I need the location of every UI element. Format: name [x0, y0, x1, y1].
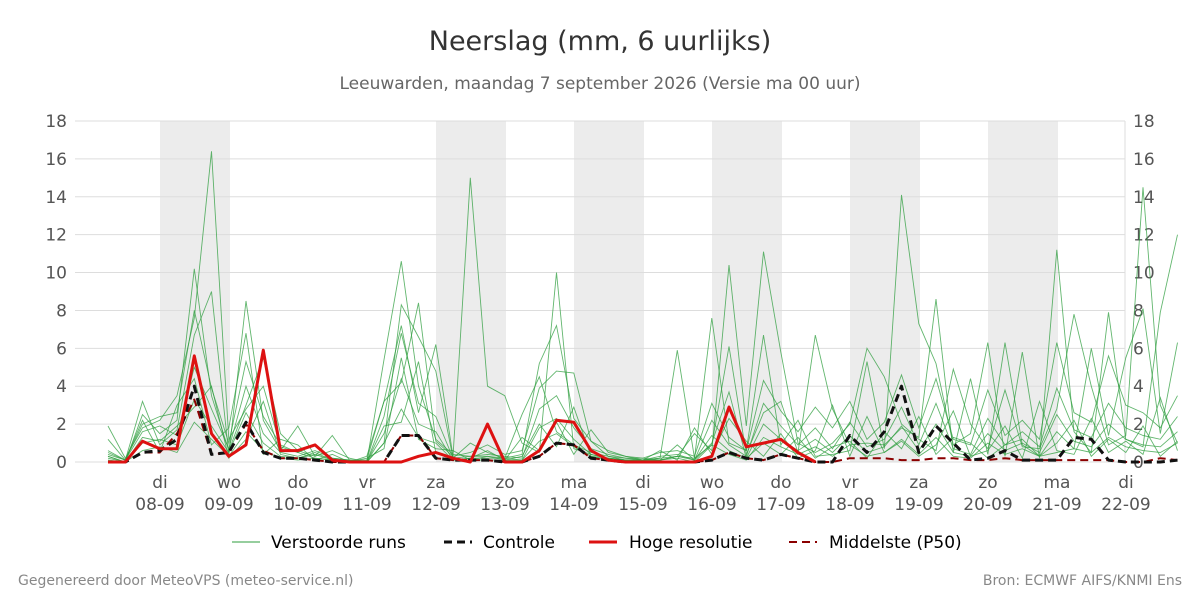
x-tick-date-7: 15-09	[618, 495, 667, 515]
y-tick-left-18: 18	[45, 112, 67, 132]
x-tick-date-5: 13-09	[480, 495, 529, 515]
y-tick-left-14: 14	[45, 188, 67, 208]
shade-band-20-09	[988, 121, 1058, 462]
x-tick-date-0: 08-09	[135, 495, 184, 515]
x-tick-date-13: 21-09	[1032, 495, 1081, 515]
x-tick-day-13: ma	[1044, 473, 1071, 493]
x-tick-date-3: 11-09	[342, 495, 391, 515]
x-tick-date-14: 22-09	[1101, 495, 1150, 515]
x-tick-date-2: 10-09	[273, 495, 322, 515]
weekend-bands	[160, 121, 1058, 462]
x-tick-date-12: 20-09	[963, 495, 1012, 515]
legend-item-high-res: Hoge resolutie	[629, 533, 753, 553]
x-tick-day-1: wo	[217, 473, 241, 493]
x-tick-day-2: do	[287, 473, 308, 493]
legend-item-median: Middelste (P50)	[829, 533, 962, 553]
shade-band-12-09	[436, 121, 506, 462]
x-tick-date-10: 18-09	[825, 495, 874, 515]
footer-generated-by: Gegenereerd door MeteoVPS (meteo-service…	[18, 573, 353, 589]
ensemble-member-8	[107, 361, 1178, 463]
x-tick-day-14: di	[1118, 473, 1134, 493]
x-tick-day-4: za	[426, 473, 445, 493]
x-tick-date-6: 14-09	[549, 495, 598, 515]
legend-item-control: Controle	[483, 533, 555, 553]
x-tick-day-6: ma	[561, 473, 588, 493]
shade-band-08-09	[160, 121, 230, 462]
x-tick-date-8: 16-09	[687, 495, 736, 515]
y-tick-left-8: 8	[56, 301, 67, 321]
y-tick-left-2: 2	[56, 415, 67, 435]
x-tick-date-1: 09-09	[204, 495, 253, 515]
y-tick-right-6: 6	[1133, 339, 1144, 359]
x-tick-day-9: do	[770, 473, 791, 493]
x-tick-day-5: zo	[495, 473, 514, 493]
chart-subtitle: Leeuwarden, maandag 7 september 2026 (Ve…	[339, 74, 860, 94]
x-tick-day-7: di	[635, 473, 651, 493]
x-tick-day-8: wo	[700, 473, 724, 493]
x-tick-day-3: vr	[358, 473, 375, 493]
chart-title: Neerslag (mm, 6 uurlijks)	[429, 26, 771, 57]
x-tick-date-9: 17-09	[756, 495, 805, 515]
main-series	[108, 348, 1178, 464]
x-tick-day-11: za	[909, 473, 928, 493]
y-tick-right-2: 2	[1133, 415, 1144, 435]
shade-band-18-09	[850, 121, 920, 462]
x-tick-day-12: zo	[978, 473, 997, 493]
x-tick-day-0: di	[152, 473, 168, 493]
ensemble-member-3	[107, 302, 1178, 461]
x-tick-day-10: vr	[841, 473, 858, 493]
y-tick-right-4: 4	[1133, 377, 1144, 397]
y-tick-right-18: 18	[1133, 112, 1155, 132]
x-tick-date-11: 19-09	[894, 495, 943, 515]
y-tick-left-10: 10	[45, 264, 67, 284]
shade-band-14-09	[574, 121, 644, 462]
y-tick-right-16: 16	[1133, 150, 1155, 170]
y-tick-left-6: 6	[56, 339, 67, 359]
y-tick-left-16: 16	[45, 150, 67, 170]
y-tick-left-4: 4	[56, 377, 67, 397]
legend-item-ensemble: Verstoorde runs	[271, 533, 406, 553]
footer-source: Bron: ECMWF AIFS/KNMI Ens	[983, 573, 1182, 589]
legend: Verstoorde runs Controle Hoge resolutie …	[232, 533, 962, 553]
y-axis-left: 0 2 4 6 8 10 12 14 16 18	[45, 112, 67, 473]
series-high-res-line	[108, 348, 817, 464]
x-axis: di08-09wo09-09do10-09vr11-09za12-09zo13-…	[135, 473, 1150, 515]
y-tick-right-12: 12	[1133, 226, 1155, 246]
y-tick-right-8: 8	[1133, 301, 1144, 321]
x-tick-date-4: 12-09	[411, 495, 460, 515]
y-tick-left-12: 12	[45, 226, 67, 246]
y-tick-left-0: 0	[56, 453, 67, 473]
